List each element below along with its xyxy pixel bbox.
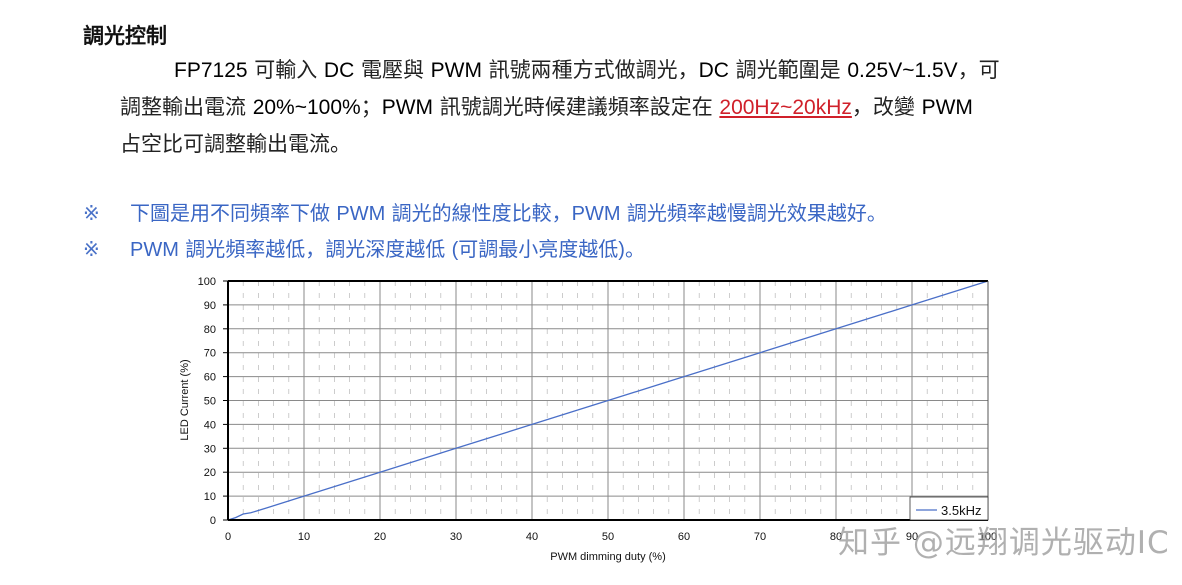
- x-tick-label: 70: [754, 531, 766, 543]
- legend: 3.5kHz: [909, 496, 989, 521]
- y-tick-label: 10: [204, 491, 216, 503]
- y-tick-label: 90: [204, 300, 216, 312]
- series-line-3-5khz: [227, 280, 989, 521]
- text: PWM: [130, 239, 179, 261]
- x-tick-label: 100: [979, 531, 997, 543]
- y-tick-label: 80: [204, 324, 216, 336]
- text: 電壓與: [354, 58, 431, 82]
- y-tick-label: 30: [204, 443, 216, 455]
- x-tick-label: 20: [374, 531, 386, 543]
- text: 可輸入: [247, 58, 324, 82]
- text: DC: [323, 59, 355, 82]
- note-item: ※ PWM 調光頻率越低，調光深度越低 (可調最小亮度越低)。: [83, 232, 887, 268]
- text: 。: [624, 237, 645, 261]
- y-tick-label: 40: [204, 419, 216, 431]
- text: PWM: [571, 203, 621, 225]
- part-number: FP7125: [174, 59, 248, 82]
- text: ，可: [957, 58, 1000, 82]
- x-tick-label: 0: [225, 531, 231, 543]
- x-tick-label: 60: [678, 531, 690, 543]
- x-tick-label: 10: [298, 531, 310, 543]
- paragraph-line-3: 占空比可調整輸出電流。: [120, 132, 351, 156]
- note-item: ※ 下圖是用不同頻率下做 PWM 調光的線性度比較，PWM 調光頻率越慢調光效果越…: [83, 196, 887, 232]
- y-tick-label: 60: [204, 372, 216, 384]
- text: (: [451, 239, 459, 261]
- text: PWM: [336, 203, 386, 225]
- voltage-range: 0.25V~1.5V: [847, 59, 958, 82]
- major-grid: [228, 281, 988, 520]
- x-tick-label: 40: [526, 531, 538, 543]
- text: 調光範圍是: [728, 58, 848, 82]
- text: ，改變: [851, 95, 922, 119]
- x-axis-title: PWM dimming duty (%): [550, 551, 666, 563]
- y-tick-label: 50: [204, 396, 216, 408]
- frequency-range-highlight: 200Hz~20kHz: [719, 96, 852, 119]
- text: 下圖是用不同頻率下做: [130, 201, 337, 225]
- x-tick-label: 80: [830, 531, 842, 543]
- minor-grid: [242, 281, 974, 520]
- x-tick-label: 50: [602, 531, 614, 543]
- description-paragraph: FP7125 可輸入 DC 電壓與 PWM 訊號兩種方式做調光，DC 調光範圍是…: [120, 52, 1120, 162]
- text: PWM: [381, 96, 434, 119]
- text: 訊號兩種方式做調光，: [481, 58, 699, 82]
- legend-label: 3.5kHz: [941, 503, 981, 518]
- watermark: 知乎 @远翔调光驱动IC: [838, 525, 1170, 561]
- text: ): [618, 239, 625, 261]
- paragraph-line-2: 調整輸出電流 20%~100%；PWM 訊號調光時候建議頻率設定在 200Hz~…: [120, 89, 1120, 126]
- x-axis-ticks: 0 10 20 30 40 50 60 70 80 90 100: [225, 531, 997, 543]
- y-tick-label: 0: [210, 515, 216, 527]
- text: 調光頻率越低，調光深度越低: [178, 237, 452, 261]
- text: 可調最小亮度越低: [458, 237, 619, 261]
- y-axis-ticks: 0 10 20 30 40 50 60 70 80 90 100: [198, 276, 228, 527]
- reference-mark-icon: ※: [83, 237, 100, 261]
- section-heading: 調光控制: [83, 24, 167, 48]
- text: 調整輸出電流: [120, 95, 253, 119]
- x-tick-label: 90: [906, 531, 918, 543]
- y-tick-label: 100: [198, 276, 216, 288]
- text: PWM: [430, 59, 482, 82]
- x-tick-label: 30: [450, 531, 462, 543]
- text: 調光的線性度比較，: [385, 201, 572, 225]
- current-range: 20%~100%: [252, 96, 361, 119]
- reference-mark-icon: ※: [83, 201, 100, 225]
- text: 調光頻率越慢調光效果越好。: [620, 201, 887, 225]
- notes-list: ※ 下圖是用不同頻率下做 PWM 調光的線性度比較，PWM 調光頻率越慢調光效果越…: [83, 196, 887, 268]
- text: 訊號調光時候建議頻率設定在: [433, 95, 720, 119]
- text: DC: [698, 59, 729, 82]
- y-axis-title: LED Current (%): [179, 359, 191, 440]
- y-tick-label: 20: [204, 467, 216, 479]
- paragraph-line-1: FP7125 可輸入 DC 電壓與 PWM 訊號兩種方式做調光，DC 調光範圍是…: [120, 52, 1120, 89]
- text: PWM: [921, 96, 973, 119]
- y-tick-label: 70: [204, 348, 216, 360]
- text: ；: [360, 95, 382, 119]
